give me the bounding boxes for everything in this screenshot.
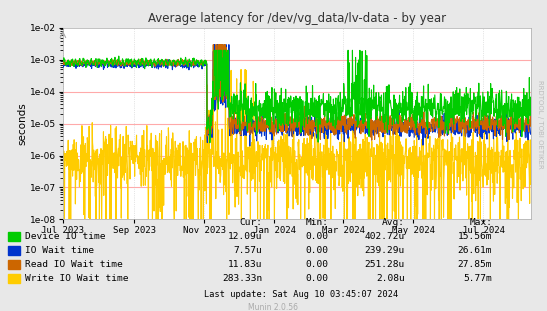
Text: Read IO Wait time: Read IO Wait time bbox=[25, 260, 123, 269]
Text: 26.61m: 26.61m bbox=[458, 246, 492, 255]
Text: 251.28u: 251.28u bbox=[364, 260, 405, 269]
Text: Min:: Min: bbox=[305, 218, 328, 227]
Text: Cur:: Cur: bbox=[240, 218, 263, 227]
Text: 0.00: 0.00 bbox=[305, 274, 328, 283]
Text: RRDTOOL / TOBI OETIKER: RRDTOOL / TOBI OETIKER bbox=[537, 80, 543, 169]
Text: Write IO Wait time: Write IO Wait time bbox=[25, 274, 128, 283]
Text: IO Wait time: IO Wait time bbox=[25, 246, 94, 255]
Text: 283.33n: 283.33n bbox=[222, 274, 263, 283]
Text: 15.56m: 15.56m bbox=[458, 232, 492, 241]
Text: 7.57u: 7.57u bbox=[234, 246, 263, 255]
Text: 0.00: 0.00 bbox=[305, 232, 328, 241]
Text: 12.09u: 12.09u bbox=[228, 232, 263, 241]
Text: 402.72u: 402.72u bbox=[364, 232, 405, 241]
Text: 239.29u: 239.29u bbox=[364, 246, 405, 255]
Text: 0.00: 0.00 bbox=[305, 260, 328, 269]
Y-axis label: seconds: seconds bbox=[17, 102, 27, 145]
Text: 5.77m: 5.77m bbox=[463, 274, 492, 283]
Text: Last update: Sat Aug 10 03:45:07 2024: Last update: Sat Aug 10 03:45:07 2024 bbox=[203, 290, 398, 299]
Text: 27.85m: 27.85m bbox=[458, 260, 492, 269]
Text: 11.83u: 11.83u bbox=[228, 260, 263, 269]
Text: 2.08u: 2.08u bbox=[376, 274, 405, 283]
Title: Average latency for /dev/vg_data/lv-data - by year: Average latency for /dev/vg_data/lv-data… bbox=[148, 12, 446, 26]
Text: Avg:: Avg: bbox=[382, 218, 405, 227]
Text: Device IO time: Device IO time bbox=[25, 232, 105, 241]
Text: Munin 2.0.56: Munin 2.0.56 bbox=[248, 303, 299, 311]
Text: Max:: Max: bbox=[469, 218, 492, 227]
Text: 0.00: 0.00 bbox=[305, 246, 328, 255]
